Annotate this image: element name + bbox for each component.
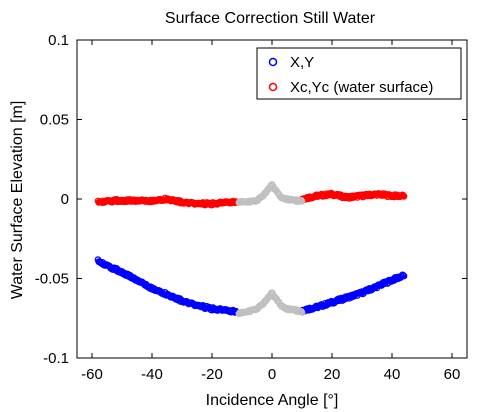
x-tick-label: -20	[201, 366, 223, 383]
legend-marker-xy	[268, 57, 278, 67]
x-tick-label: 60	[444, 366, 461, 383]
data-point-xc-yc	[399, 192, 407, 199]
y-axis-label: Water Surface Elevation [m]	[9, 101, 26, 300]
legend-marker-xc-yc	[268, 82, 278, 92]
legend-label-xy: X,Y	[290, 54, 314, 71]
data-point-xy	[400, 272, 408, 280]
axis-ticks: -60 -40 -20 0 20 40 60 0.1 0.05 0 -0.05 -0.1	[35, 32, 467, 383]
x-tick-label: 20	[324, 366, 341, 383]
y-tick-label: 0.05	[40, 112, 69, 129]
data-point-excluded	[297, 196, 305, 204]
x-tick-label: 40	[384, 366, 401, 383]
x-axis-label: Incidence Angle [°]	[206, 392, 339, 409]
data-point-xy	[399, 271, 407, 279]
legend-label-xc-yc: Xc,Yc (water surface)	[290, 79, 433, 96]
y-tick-label: 0.1	[48, 32, 69, 49]
x-tick-label: 0	[268, 366, 276, 383]
data-points	[94, 181, 408, 318]
data-point-excluded	[298, 197, 306, 205]
x-tick-label: -40	[141, 366, 163, 383]
legend: X,Y Xc,Yc (water surface)	[256, 47, 462, 100]
legend-box	[256, 47, 462, 100]
data-point-excluded	[298, 309, 306, 316]
data-point-xc-yc	[400, 193, 408, 200]
chart-title: Surface Correction Still Water	[165, 10, 376, 27]
y-tick-label: 0	[61, 191, 69, 208]
y-tick-label: -0.1	[43, 350, 69, 367]
y-tick-label: -0.05	[35, 271, 69, 288]
x-tick-label: -60	[81, 366, 103, 383]
